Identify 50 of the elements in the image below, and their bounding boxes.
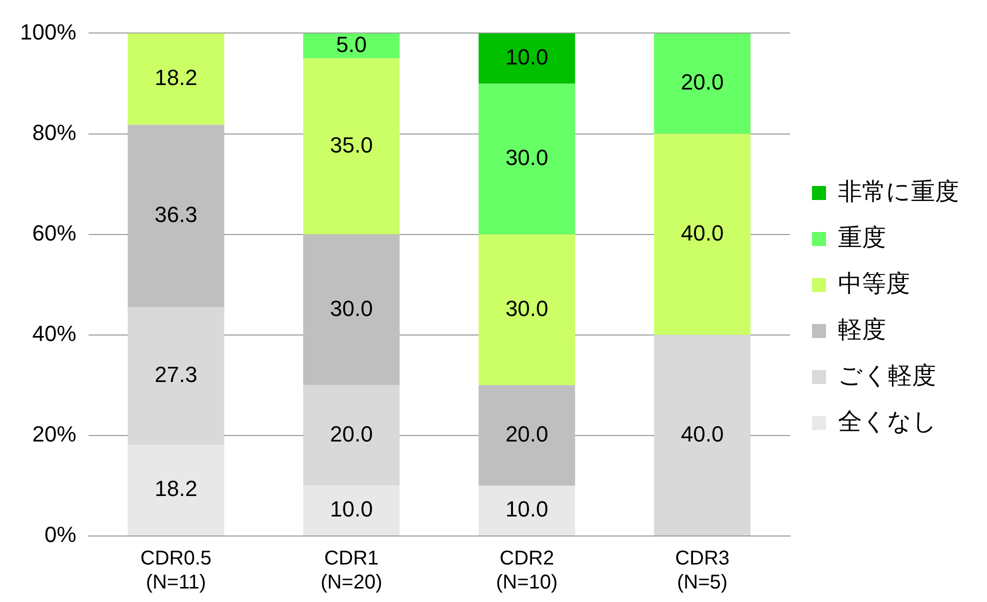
legend-label: 全くなし <box>838 408 937 436</box>
y-tick-label: 80% <box>32 120 76 145</box>
data-label: 30.0 <box>330 296 373 321</box>
bar <box>654 334 751 536</box>
bar <box>478 234 576 386</box>
data-label: 10.0 <box>505 496 548 522</box>
x-tick-label: CDR1 (N=20) <box>320 548 382 594</box>
y-tick-label: 60% <box>32 220 76 246</box>
bar <box>128 444 224 536</box>
data-label: 30.0 <box>505 296 548 321</box>
bar <box>654 134 751 335</box>
data-label: 20.0 <box>330 422 373 447</box>
y-tick-label: 40% <box>32 320 76 346</box>
data-label: 30.0 <box>505 144 548 170</box>
data-label: 40.0 <box>680 421 724 446</box>
data-label: 35.0 <box>330 132 373 158</box>
legend-label: 中等度 <box>838 270 910 298</box>
legend-label: 軽度 <box>838 316 886 344</box>
data-label: 20.0 <box>680 70 724 95</box>
legend-label: ごく軽度 <box>838 362 936 390</box>
data-label: 10.0 <box>330 496 373 522</box>
bar <box>303 385 400 486</box>
bar <box>478 486 576 536</box>
y-tick-label: 0% <box>44 522 76 548</box>
bar <box>303 58 400 234</box>
data-label: 20.0 <box>505 422 548 447</box>
bar <box>303 33 400 58</box>
data-label: 18.2 <box>154 476 198 502</box>
bar <box>303 234 400 386</box>
bar <box>654 33 751 134</box>
bar <box>128 124 224 308</box>
legend-label: 重度 <box>838 224 886 252</box>
legend-label: 非常に重度 <box>838 178 959 206</box>
bar <box>128 307 224 444</box>
bar <box>478 385 576 486</box>
data-label: 5.0 <box>336 32 367 57</box>
data-label: 18.2 <box>154 65 198 90</box>
x-tick-label: CDR0.5 (N=11) <box>140 548 212 594</box>
data-label: 10.0 <box>505 44 548 70</box>
bar <box>303 486 400 536</box>
y-tick-label: 20% <box>32 422 76 447</box>
data-label: 27.3 <box>154 362 198 387</box>
bar <box>478 33 576 84</box>
x-tick-label: CDR3 (N=5) <box>675 548 730 594</box>
data-label: 40.0 <box>680 220 724 246</box>
data-label: 36.3 <box>154 202 198 228</box>
x-tick-label: CDR2 (N=10) <box>496 548 558 594</box>
y-tick-label: 100% <box>20 19 76 44</box>
bar <box>128 33 224 125</box>
bar <box>478 83 576 234</box>
